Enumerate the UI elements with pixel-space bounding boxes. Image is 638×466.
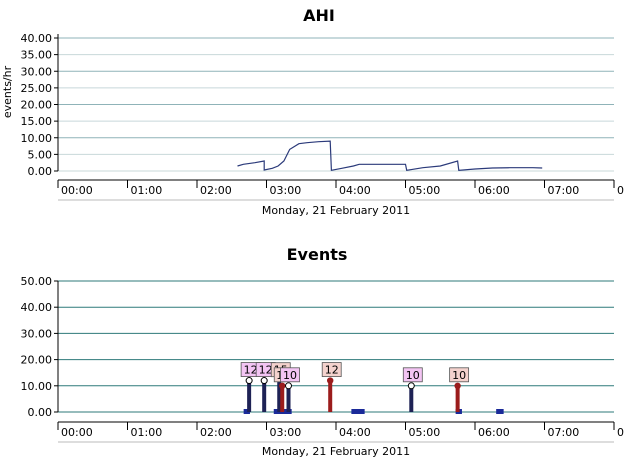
events-stem-marker xyxy=(407,382,415,390)
ahi-x-tick-label: 03:00 xyxy=(270,184,302,197)
events-stem-marker xyxy=(260,377,268,385)
events-stem-marker xyxy=(285,382,293,390)
events-label: 12 xyxy=(325,364,339,377)
events-stem xyxy=(455,385,460,412)
ahi-x-axis: 00:00 01:00 02:00 03:00 04:00 05:00 06:00 07:00… xyxy=(57,179,624,201)
ahi-y-tick-label: 30.00 xyxy=(21,65,53,78)
ahi-series xyxy=(237,140,543,172)
events-x-tick-label: 04:00 xyxy=(339,426,371,439)
events-stem-marker xyxy=(454,382,461,389)
events-y-tick-label: 0.00 xyxy=(28,406,53,419)
ahi-x-tick-label: 01:00 xyxy=(131,184,163,197)
events-baseline-marker xyxy=(243,409,250,414)
ahi-y-tick-label: 25.00 xyxy=(21,82,53,95)
ahi-gridlines xyxy=(58,37,614,172)
events-x-tick-label: 00:00 xyxy=(61,426,93,439)
events-label-box xyxy=(402,367,423,383)
events-x-tick-label: 03:00 xyxy=(270,426,302,439)
events-label: 12 xyxy=(244,364,258,377)
events-stem xyxy=(277,372,282,412)
events-x-tick-label: 07:00 xyxy=(548,426,580,439)
events-label: 10 xyxy=(406,369,420,382)
ahi-x-tick-label: 07:00 xyxy=(548,184,580,197)
ahi-y-tick-label: 40.00 xyxy=(21,32,53,45)
events-baseline-marker xyxy=(351,409,365,414)
events-stem xyxy=(286,385,291,412)
events-y-tick-label: 40.00 xyxy=(21,301,53,314)
events-label: 10 xyxy=(452,369,466,382)
events-stem xyxy=(247,380,252,412)
events-y-ticks: 50.00 40.00 30.00 20.00 10.00 0.00 xyxy=(21,275,59,419)
events-stem xyxy=(280,385,285,412)
ahi-y-ticks: 40.00 35.00 30.00 25.00 20.00 15.00 10.00 5.00 0… xyxy=(21,32,59,178)
events-y-tick-label: 50.00 xyxy=(21,275,53,288)
events-stem-marker xyxy=(279,382,286,389)
events-label: 1 xyxy=(276,369,283,382)
events-x-tick-label: 05:00 xyxy=(409,426,441,439)
events-stem xyxy=(409,385,414,412)
events-x-tick-label: 06:00 xyxy=(478,426,510,439)
events-gridlines xyxy=(58,280,614,413)
events-label: 12 xyxy=(259,364,273,377)
ahi-x-tick-label: 04:00 xyxy=(339,184,371,197)
ahi-x-tick-label: 06:00 xyxy=(478,184,510,197)
events-y-tick-label: 20.00 xyxy=(21,354,53,367)
events-stem-marker xyxy=(245,377,253,385)
ahi-x-tick-label: 0 xyxy=(617,184,624,197)
events-y-tick-label: 10.00 xyxy=(21,380,53,393)
ahi-y-tick-label: 20.00 xyxy=(21,99,53,112)
ahi-y-tick-label: 15.00 xyxy=(21,115,53,128)
events-x-tick-label: 01:00 xyxy=(131,426,163,439)
events-label: 10 xyxy=(283,369,297,382)
events-y-tick-label: 30.00 xyxy=(21,327,53,340)
events-stem xyxy=(262,380,267,412)
ahi-x-tick-label: 05:00 xyxy=(409,184,441,197)
events-stem-marker xyxy=(327,377,334,384)
events-stem xyxy=(328,380,333,412)
ahi-x-tick-label: 00:00 xyxy=(61,184,93,197)
ahi-y-tick-label: 10.00 xyxy=(21,132,53,145)
events-label-box xyxy=(280,367,300,383)
events-label-box xyxy=(449,367,470,383)
ahi-x-tick-label: 02:00 xyxy=(200,184,232,197)
ahi-series-line xyxy=(237,140,543,172)
ahi-x-axis-label: Monday, 21 February 2011 xyxy=(262,204,410,217)
events-x-axis-label: Monday, 21 February 2011 xyxy=(262,445,410,458)
events-x-tick-label: 0 xyxy=(617,426,624,439)
ahi-y-axis-label: events/hr xyxy=(1,65,14,118)
events-stems xyxy=(245,369,461,412)
events-x-tick-label: 02:00 xyxy=(200,426,232,439)
events-title: Events xyxy=(287,245,348,264)
ahi-chart: AHI events/hr 40.00 35.00 30.00 25.00 20.00 1… xyxy=(1,6,624,217)
events-baseline-marker xyxy=(496,409,504,414)
ahi-y-tick-label: 5.00 xyxy=(28,148,53,161)
ahi-y-tick-label: 35.00 xyxy=(21,49,53,62)
ahi-title: AHI xyxy=(303,6,335,25)
events-label-box xyxy=(321,362,342,377)
events-x-axis: 00:00 01:00 02:00 03:00 04:00 05:00 06:00 07:00… xyxy=(57,421,624,443)
ahi-y-tick-label: 0.00 xyxy=(28,165,53,178)
events-labels: 121215110121010 xyxy=(240,362,470,383)
